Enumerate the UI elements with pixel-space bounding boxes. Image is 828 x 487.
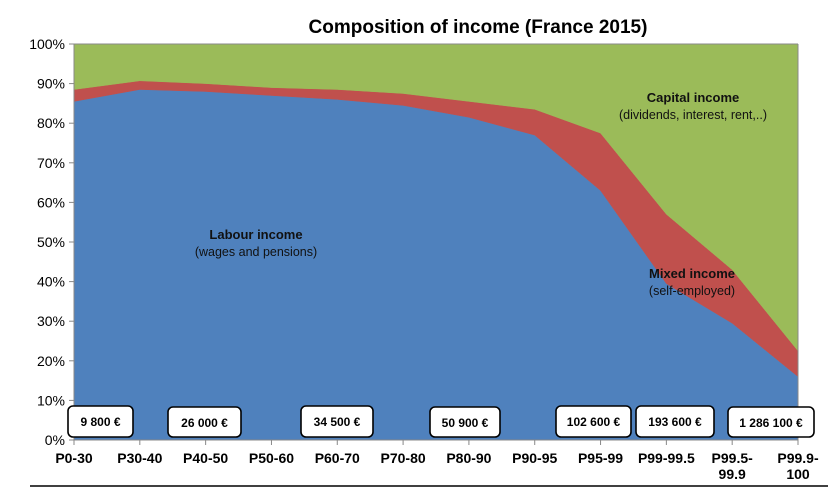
x-tick-label: P0-30 <box>55 450 93 466</box>
x-axis-ticks: P0-30 P30-40 P40-50 P50-60 P60-70 P70-80 P80-9… <box>55 440 819 482</box>
labour-income-label: Labour income <box>209 227 302 242</box>
x-tick-label: 99.9 <box>719 466 746 482</box>
capital-income-annotation: Capital income (dividends, interest, ren… <box>619 90 767 122</box>
y-tick-label: 20% <box>37 353 65 369</box>
y-tick-label: 90% <box>37 76 65 92</box>
y-tick-label: 0% <box>45 432 65 448</box>
y-tick-label: 40% <box>37 274 65 290</box>
mixed-income-annotation: Mixed income (self-employed) <box>649 266 735 298</box>
labour-income-sublabel: (wages and pensions) <box>195 245 317 259</box>
income-box-value: 50 900 € <box>442 416 489 430</box>
income-box: 26 000 € <box>167 406 242 438</box>
x-tick-label: P40-50 <box>183 450 228 466</box>
income-box: 193 600 € <box>635 405 715 438</box>
x-tick-label: P90-95 <box>512 450 557 466</box>
x-tick-label: P30-40 <box>117 450 162 466</box>
income-box-value: 193 600 € <box>648 415 702 429</box>
y-axis-ticks: 0% 10% 20% 30% 40% 50% 60% 70% 80% 90% 100% <box>29 36 74 448</box>
income-box: 50 900 € <box>429 406 501 438</box>
income-box-frame <box>67 405 134 438</box>
y-tick-label: 100% <box>29 36 65 52</box>
income-box-value: 102 600 € <box>567 415 621 429</box>
x-tick-label: P60-70 <box>315 450 360 466</box>
x-tick-label: P95-99 <box>578 450 623 466</box>
x-tick-label: 100 <box>786 466 810 482</box>
income-box: 34 500 € <box>300 405 374 438</box>
mixed-income-label: Mixed income <box>649 266 735 281</box>
x-tick-label: P50-60 <box>249 450 294 466</box>
y-tick-label: 50% <box>37 234 65 250</box>
y-tick-label: 30% <box>37 313 65 329</box>
chart-title: Composition of income (France 2015) <box>309 17 648 38</box>
y-tick-label: 60% <box>37 194 65 210</box>
x-tick-label: P99.9- <box>777 450 819 466</box>
income-box: 102 600 € <box>555 405 632 438</box>
income-box-frame <box>555 405 632 438</box>
y-tick-label: 70% <box>37 155 65 171</box>
labour-income-annotation: Labour income (wages and pensions) <box>195 227 317 259</box>
mixed-income-sublabel: (self-employed) <box>649 284 735 298</box>
income-box-frame <box>727 406 815 438</box>
x-tick-label: P70-80 <box>381 450 426 466</box>
income-boxes: 9 800 € 26 000 € 34 500 € 50 900 € 102 6… <box>67 405 815 438</box>
y-tick-label: 80% <box>37 115 65 131</box>
income-box: 1 286 100 € <box>727 406 815 438</box>
income-box-value: 9 800 € <box>80 415 120 429</box>
income-box-frame <box>167 406 242 438</box>
x-tick-label: P99-99.5 <box>638 450 695 466</box>
capital-income-label: Capital income <box>647 90 739 105</box>
y-tick-label: 10% <box>37 392 65 408</box>
income-box-frame <box>635 405 715 438</box>
x-tick-label: P80-90 <box>446 450 491 466</box>
income-box: 9 800 € <box>67 405 134 438</box>
x-tick-label: P99.5- <box>712 450 754 466</box>
income-box-frame <box>300 405 374 438</box>
capital-income-sublabel: (dividends, interest, rent,..) <box>619 108 767 122</box>
income-box-value: 34 500 € <box>314 415 361 429</box>
income-box-frame <box>429 406 501 438</box>
income-box-value: 1 286 100 € <box>739 416 803 430</box>
income-box-value: 26 000 € <box>181 416 228 430</box>
